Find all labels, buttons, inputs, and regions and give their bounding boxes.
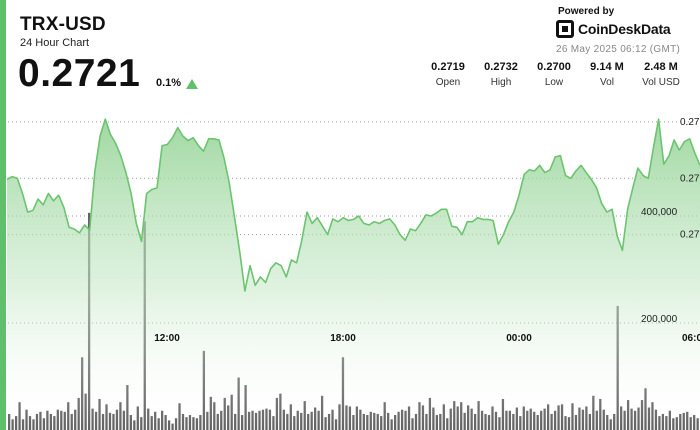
stat-low-label: Low (544, 77, 564, 88)
chart-subtitle: 24 Hour Chart (20, 37, 90, 49)
stat-vol-usd: 2.48 M Vol USD (638, 61, 684, 88)
price-line (6, 118, 700, 292)
time-tick-label: 18:00 (330, 333, 356, 344)
timestamp: 26 May 2025 06:12 (GMT) (556, 44, 681, 55)
stat-vol-usd-label: Vol USD (642, 77, 680, 88)
volume-tick-label: 200,000 (641, 314, 678, 325)
stat-high-value: 0.2732 (484, 61, 518, 73)
stat-vol-label: Vol (600, 77, 614, 88)
up-arrow-icon (186, 79, 198, 89)
time-tick-label: 12:00 (154, 333, 180, 344)
stat-open-value: 0.2719 (431, 61, 465, 73)
stat-low: 0.2700 Low (534, 61, 574, 88)
symbol-title: TRX-USD (20, 14, 106, 35)
powered-by-label: Powered by (558, 6, 615, 17)
price-area (7, 119, 700, 430)
stat-high-label: High (490, 77, 512, 88)
price-tick-label: 0.271 (680, 230, 700, 241)
stat-open: 0.2719 Open (428, 61, 468, 88)
time-tick-label: 06:0 (682, 333, 700, 344)
brand-logo: CoinDeskData (556, 20, 671, 38)
stat-vol: 9.14 M Vol (585, 61, 629, 88)
brand-name: CoinDeskData (578, 21, 671, 37)
stat-vol-value: 9.14 M (590, 61, 624, 73)
coindesk-logo-icon (556, 20, 574, 38)
stat-high: 0.2732 High (481, 61, 521, 88)
accent-bar (0, 0, 6, 430)
volume-tick-label: 400,000 (641, 207, 678, 218)
stat-open-label: Open (435, 77, 461, 88)
current-price: 0.2721 (18, 52, 141, 95)
stat-vol-usd-value: 2.48 M (644, 61, 678, 73)
price-change: 0.1% (156, 77, 182, 89)
time-tick-label: 00:00 (506, 333, 532, 344)
price-tick-label: 0.273 (680, 117, 700, 128)
price-tick-label: 0.272 (680, 173, 700, 184)
stat-low-value: 0.2700 (537, 61, 571, 73)
axis-labels: 0.273 0.272 0.271 400,000 200,000 12:00 18:00 0… (154, 117, 700, 344)
